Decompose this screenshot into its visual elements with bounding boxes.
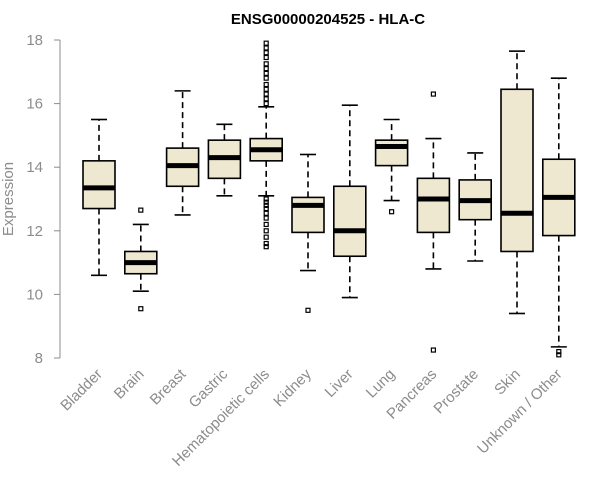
plot-area xyxy=(82,40,576,358)
box-group-liver xyxy=(332,104,367,299)
outlier-point xyxy=(263,215,269,221)
box-group-hematopoietic-cells xyxy=(249,40,283,250)
outlier-point xyxy=(263,66,269,72)
outlier-point xyxy=(263,40,269,46)
outlier-point xyxy=(263,221,269,228)
box-lung xyxy=(374,139,409,167)
y-tick-label: 8 xyxy=(35,350,43,367)
outlier-point xyxy=(263,228,269,234)
box-group-brain xyxy=(124,207,158,312)
outlier-point xyxy=(263,199,269,205)
outlier-point xyxy=(138,306,144,312)
outlier-point xyxy=(263,244,269,250)
outlier-point xyxy=(263,45,269,51)
outlier-point xyxy=(138,207,144,213)
outlier-point xyxy=(263,202,269,208)
x-tick-label-kidney: Kidney xyxy=(270,365,315,410)
y-tick-label: 10 xyxy=(26,286,43,303)
outlier-point xyxy=(430,347,436,353)
x-tick-label-brain: Brain xyxy=(111,366,148,403)
box-kidney xyxy=(291,196,325,234)
outlier-point xyxy=(263,50,269,56)
box-pancreas xyxy=(416,177,451,234)
outlier-point xyxy=(263,70,269,76)
box-group-skin xyxy=(500,50,534,315)
outlier-point xyxy=(263,240,269,247)
outlier-point xyxy=(556,352,562,358)
box-group-bladder xyxy=(82,118,116,277)
x-tick-label-lung: Lung xyxy=(363,366,399,402)
box-group-lung xyxy=(374,118,409,215)
outlier-point xyxy=(556,349,562,355)
outlier-point xyxy=(263,234,269,240)
x-tick-label-liver: Liver xyxy=(322,366,357,401)
chart-title: ENSG00000204525 - HLA-C xyxy=(231,11,425,28)
outlier-point xyxy=(263,81,269,88)
outlier-point xyxy=(263,54,269,61)
x-tick-label-bladder: Bladder xyxy=(57,366,106,415)
y-tick-label: 16 xyxy=(26,96,43,113)
box-group-breast xyxy=(165,90,200,216)
outlier-point xyxy=(263,61,269,67)
box-group-pancreas xyxy=(416,91,451,353)
outlier-point xyxy=(389,209,395,215)
box-group-gastric xyxy=(207,123,242,197)
y-tick-label: 14 xyxy=(26,159,43,176)
box-skin xyxy=(500,88,534,253)
outlier-point xyxy=(430,91,436,97)
y-axis-label: Expression xyxy=(0,162,17,236)
y-tick-label: 12 xyxy=(26,223,43,240)
outlier-point xyxy=(263,205,269,212)
box-group-unknown-other xyxy=(541,77,576,358)
outlier-point xyxy=(263,100,269,107)
outlier-point xyxy=(305,307,311,313)
outlier-point xyxy=(263,75,269,81)
outlier-point xyxy=(263,86,269,92)
y-tick-label: 18 xyxy=(26,32,43,49)
box-liver xyxy=(332,185,367,258)
x-tick-label-skin: Skin xyxy=(491,366,524,399)
outlier-point xyxy=(263,91,269,97)
outlier-point xyxy=(263,196,269,202)
box-bladder xyxy=(82,160,116,210)
outlier-point xyxy=(263,96,269,102)
outlier-point xyxy=(263,210,269,216)
box-group-prostate xyxy=(458,152,493,262)
x-tick-label-prostate: Prostate xyxy=(430,366,482,418)
box-group-kidney xyxy=(291,153,325,313)
x-tick-label-breast: Breast xyxy=(147,365,190,408)
